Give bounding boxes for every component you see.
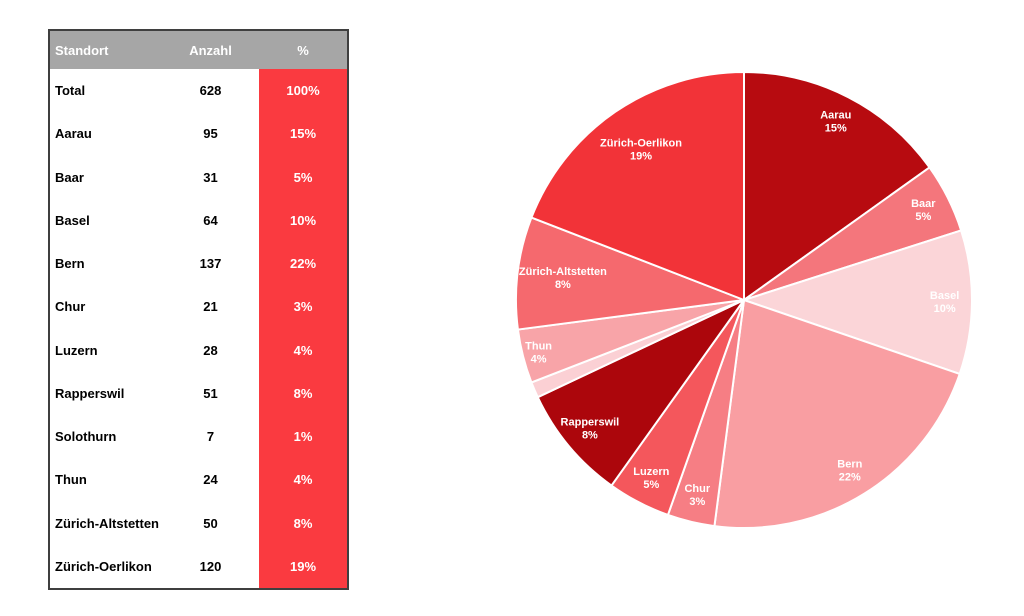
pie-label-luzern: Luzern 5% <box>633 466 669 491</box>
table-header-row: Standort Anzahl % <box>50 31 347 69</box>
standort-cell: Zürich-Altstetten <box>55 515 159 531</box>
anzahl-cell: 120 <box>199 558 222 574</box>
standort-cell: Thun <box>55 472 87 488</box>
pct-cell: 4% <box>259 458 347 502</box>
pct-cell: 19% <box>259 544 347 588</box>
anzahl-cell: 51 <box>203 385 218 401</box>
table-row-luzern: Luzern 28 4% <box>50 328 347 372</box>
pie-label-baar: Baar 5% <box>911 198 936 223</box>
table-header-pct: % <box>297 42 309 58</box>
table-row-zurich-altstetten: Zürich-Altstetten 50 8% <box>50 501 347 545</box>
pie-label-rapperswil: Rapperswil 8% <box>561 417 620 442</box>
pct-cell: 1% <box>259 415 347 459</box>
table-row-bern: Bern 137 22% <box>50 242 347 286</box>
pct-cell: 100% <box>259 69 347 113</box>
table-row-zurich-oerlikon: Zürich-Oerlikon 120 19% <box>50 544 347 588</box>
anzahl-cell: 21 <box>203 299 218 315</box>
pie-slice-zurich-oerlikon <box>530 71 745 301</box>
table-row-chur: Chur 21 3% <box>50 285 347 329</box>
anzahl-cell: 64 <box>203 212 218 228</box>
table-row-solothurn: Solothurn 7 1% <box>50 415 347 459</box>
anzahl-cell: 137 <box>199 256 222 272</box>
pie-slice-bern <box>713 299 961 529</box>
pie-label-basel: Basel 10% <box>930 290 959 315</box>
standort-cell: Bern <box>55 256 85 272</box>
table-row-baar: Baar 31 5% <box>50 155 347 199</box>
standort-cell: Aarau <box>55 126 92 142</box>
pct-cell: 15% <box>259 112 347 156</box>
table-row-total: Total 628 100% <box>50 69 347 113</box>
table-row-thun: Thun 24 4% <box>50 458 347 502</box>
standort-cell: Zürich-Oerlikon <box>55 558 152 574</box>
table-row-basel: Basel 64 10% <box>50 198 347 242</box>
pct-cell: 8% <box>259 501 347 545</box>
pie-slice-aarau <box>743 71 931 301</box>
standort-cell: Rapperswil <box>55 385 125 401</box>
pct-cell: 10% <box>259 198 347 242</box>
pct-cell: 3% <box>259 285 347 329</box>
pie-label-chur: Chur 3% <box>684 483 710 508</box>
pie-label-thun: Thun 4% <box>525 341 552 366</box>
standort-table: Standort Anzahl % Total 628 100% Aarau 9… <box>48 29 349 590</box>
pie-slice-rapperswil <box>536 299 745 487</box>
standort-cell: Chur <box>55 299 86 315</box>
pie-label-zurich-oerlikon: Zürich-Oerlikon 19% <box>600 138 682 163</box>
pie-label-aarau: Aarau 15% <box>820 110 851 135</box>
anzahl-cell: 628 <box>199 83 222 99</box>
table-header-standort: Standort <box>55 42 109 58</box>
anzahl-cell: 31 <box>203 169 218 185</box>
pct-cell: 4% <box>259 328 347 372</box>
pie-slice-zurich-altstetten <box>515 216 745 331</box>
pct-cell: 22% <box>259 242 347 286</box>
pct-cell: 5% <box>259 155 347 199</box>
standort-cell: Total <box>55 83 86 99</box>
standort-cell: Basel <box>55 212 90 228</box>
anzahl-cell: 95 <box>203 126 218 142</box>
anzahl-cell: 7 <box>206 429 215 445</box>
table-row-aarau: Aarau 95 15% <box>50 112 347 156</box>
pie-label-bern: Bern 22% <box>837 459 862 484</box>
anzahl-cell: 50 <box>203 515 218 531</box>
table-header-anzahl: Anzahl <box>189 42 232 58</box>
standort-cell: Solothurn <box>55 429 117 445</box>
table-row-rapperswil: Rapperswil 51 8% <box>50 371 347 415</box>
anzahl-cell: 24 <box>203 472 218 488</box>
pct-cell: 8% <box>259 371 347 415</box>
pie-slice-basel <box>743 229 973 375</box>
pie-label-zurich-altstetten: Zürich-Altstetten 8% <box>519 266 607 291</box>
standort-cell: Luzern <box>55 342 98 358</box>
anzahl-cell: 28 <box>203 342 218 358</box>
standort-cell: Baar <box>55 169 84 185</box>
